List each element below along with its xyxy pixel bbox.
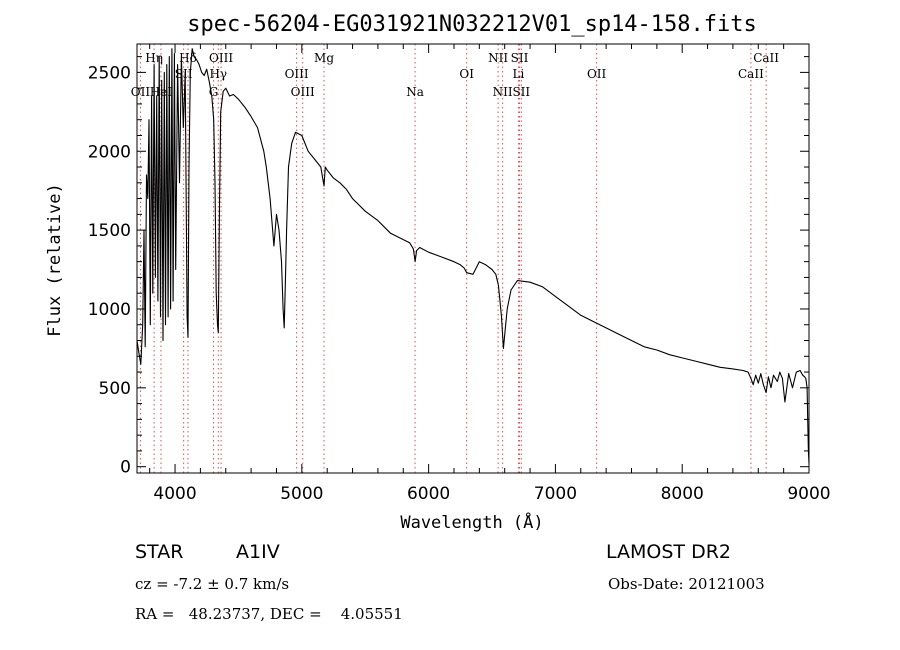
ra-dec-coordinates: RA = 48.23737, DEC = 4.05551 xyxy=(135,605,403,623)
x-tick-label: 5000 xyxy=(280,484,323,504)
spectral-line-label: CaII xyxy=(738,67,764,81)
spectrum-series xyxy=(136,48,810,464)
spectral-line-label: OIII xyxy=(291,85,315,99)
spectral-line-label: OIII xyxy=(209,51,233,65)
object-type: STAR xyxy=(135,541,184,563)
x-tick-label: 4000 xyxy=(153,484,196,504)
axes: 4000 5000 6000 7000 8000 9000 0 500 1000 1500 2000… xyxy=(88,43,831,504)
spectral-line-label: SII xyxy=(511,51,529,65)
x-axis-label: Wavelength (Å) xyxy=(400,511,543,533)
y-tick-label: 500 xyxy=(99,379,131,399)
spectral-line-label: OIII xyxy=(285,67,309,81)
object-subclass: A1IV xyxy=(236,541,280,563)
spectral-line-label: OI xyxy=(459,67,474,81)
redshift-cz: cz = -7.2 ± 0.7 km/s xyxy=(135,575,290,593)
spectral-line-label: NII xyxy=(488,51,508,65)
spectral-line-label: Hγ xyxy=(209,67,227,81)
y-tick-label: 2500 xyxy=(88,63,131,83)
chart-title: spec-56204-EG031921N032212V01_sp14-158.f… xyxy=(187,12,757,37)
y-axis-label: Flux (relative) xyxy=(45,183,65,337)
spectral-line-label: CaII xyxy=(753,51,779,65)
spectral-line-label: Hδ xyxy=(179,51,197,65)
x-tick-label: 6000 xyxy=(407,484,450,504)
y-tick-label: 1000 xyxy=(88,300,131,320)
y-tick-label: 2000 xyxy=(88,142,131,162)
spectral-line-label: SII xyxy=(175,67,193,81)
spectral-line-label: Hη xyxy=(145,51,163,65)
spectral-line-label: Li xyxy=(512,67,524,81)
plot-frame xyxy=(136,43,810,474)
spectral-line-label: Na xyxy=(406,85,424,99)
spectral-line-label: OII xyxy=(587,67,607,81)
spectral-line-label: OII xyxy=(131,85,151,99)
observation-date: Obs-Date: 20121003 xyxy=(608,575,765,593)
spectral-line-label: G xyxy=(209,85,219,99)
y-tick-label: 0 xyxy=(120,458,131,478)
survey-name: LAMOST DR2 xyxy=(606,541,731,563)
x-tick-label: 7000 xyxy=(534,484,577,504)
x-tick-label: 9000 xyxy=(787,484,830,504)
x-tick-label: 8000 xyxy=(661,484,704,504)
spectral-line-label: Mg xyxy=(314,51,334,65)
spectral-line-label: NII xyxy=(493,85,513,99)
spectral-line-label: SII xyxy=(512,85,530,99)
y-tick-label: 1500 xyxy=(88,221,131,241)
spectrum-line xyxy=(136,48,810,464)
